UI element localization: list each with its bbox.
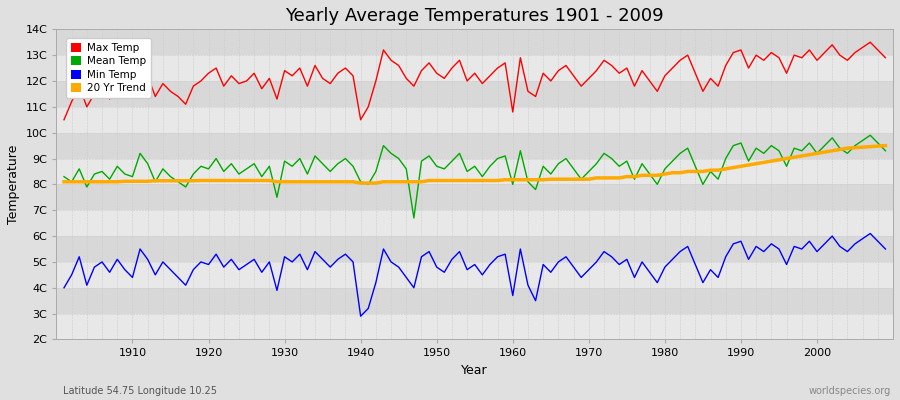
Text: worldspecies.org: worldspecies.org bbox=[809, 386, 891, 396]
Title: Yearly Average Temperatures 1901 - 2009: Yearly Average Temperatures 1901 - 2009 bbox=[285, 7, 664, 25]
Y-axis label: Temperature: Temperature bbox=[7, 145, 20, 224]
Bar bbox=[57, 158, 893, 184]
Bar bbox=[57, 107, 893, 133]
Text: Latitude 54.75 Longitude 10.25: Latitude 54.75 Longitude 10.25 bbox=[63, 386, 217, 396]
Bar bbox=[57, 288, 893, 314]
Bar bbox=[57, 236, 893, 262]
X-axis label: Year: Year bbox=[462, 364, 488, 377]
Legend: Max Temp, Mean Temp, Min Temp, 20 Yr Trend: Max Temp, Mean Temp, Min Temp, 20 Yr Tre… bbox=[66, 38, 151, 98]
Bar bbox=[57, 314, 893, 340]
Bar bbox=[57, 29, 893, 55]
Bar bbox=[57, 81, 893, 107]
Bar bbox=[57, 184, 893, 210]
Bar bbox=[57, 55, 893, 81]
Bar bbox=[57, 262, 893, 288]
Bar bbox=[57, 133, 893, 158]
Bar bbox=[57, 210, 893, 236]
